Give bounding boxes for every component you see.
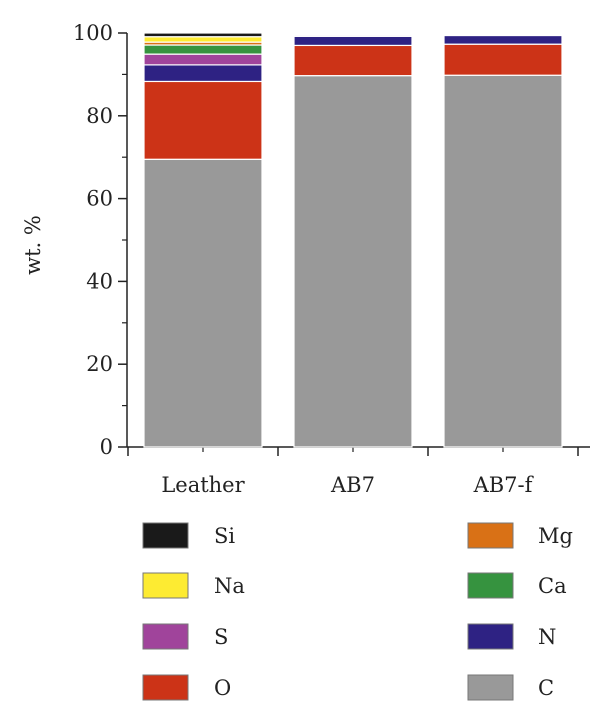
legend-swatch <box>467 674 514 701</box>
bar-segment-n <box>443 34 563 45</box>
legend-item-n: N <box>467 623 556 650</box>
y-tick-label: 20 <box>86 352 113 376</box>
legend-swatch <box>467 572 514 599</box>
axes: 0 20 40 60 80 100 Leather AB7 AB7-f <box>73 21 590 497</box>
bar-stack-ab7-f <box>443 32 563 448</box>
bar-segment-si <box>443 32 563 35</box>
y-tick-label: 40 <box>86 269 113 293</box>
bar-segment-c <box>293 75 413 448</box>
bar-segment-n <box>293 35 413 47</box>
y-tick-label: 100 <box>73 21 113 45</box>
bar-segment-si <box>143 32 263 38</box>
legend-label: Ca <box>538 574 567 598</box>
legend-item-c: C <box>467 674 554 701</box>
legend-item-na: Na <box>142 572 245 599</box>
legend-swatch <box>142 674 189 701</box>
legend-item-ca: Ca <box>467 572 567 599</box>
x-tick-label: AB7-f <box>473 473 535 497</box>
legend: Si Na S O Mg Ca N C <box>142 522 573 701</box>
bars <box>143 32 563 448</box>
legend-label: S <box>214 625 228 649</box>
legend-label: O <box>214 676 231 700</box>
bar-segment-na <box>143 36 263 43</box>
legend-item-si: Si <box>142 522 235 549</box>
bar-stack-leather <box>143 32 263 448</box>
bar-stack-ab7 <box>293 32 413 448</box>
legend-swatch <box>467 623 514 650</box>
legend-label: Mg <box>538 524 573 548</box>
y-axis-label: wt. % <box>21 215 45 275</box>
y-tick-label: 0 <box>100 435 113 459</box>
legend-item-mg: Mg <box>467 522 573 549</box>
legend-swatch <box>142 572 189 599</box>
bar-segment-s <box>143 53 263 66</box>
bar-segment-o <box>143 80 263 160</box>
legend-label: N <box>538 625 556 649</box>
bar-segment-c <box>443 74 563 448</box>
bar-segment-ca <box>143 44 263 55</box>
legend-swatch <box>142 623 189 650</box>
x-tick-label: AB7 <box>330 473 375 497</box>
bar-segment-o <box>293 44 413 77</box>
y-tick-label: 80 <box>86 104 113 128</box>
legend-label: Na <box>214 574 245 598</box>
bar-segment-si <box>293 32 413 35</box>
y-tick-label: 60 <box>86 187 113 211</box>
bar-segment-n <box>143 64 263 83</box>
legend-swatch <box>467 522 514 549</box>
legend-item-o: O <box>142 674 231 701</box>
legend-label: C <box>538 676 554 700</box>
x-tick-label: Leather <box>161 473 245 497</box>
legend-item-s: S <box>142 623 228 650</box>
bar-segment-c <box>143 158 263 448</box>
bar-segment-o <box>443 43 563 76</box>
legend-label: Si <box>214 524 235 548</box>
legend-swatch <box>142 522 189 549</box>
